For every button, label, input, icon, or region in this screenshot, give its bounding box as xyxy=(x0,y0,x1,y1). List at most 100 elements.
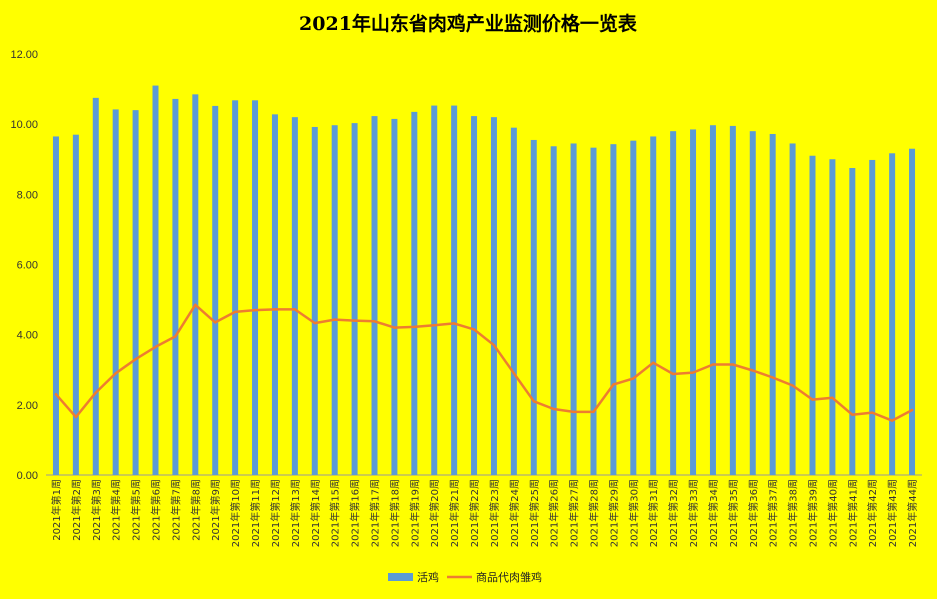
bar xyxy=(729,125,736,475)
line-point xyxy=(771,376,774,379)
bar xyxy=(590,147,597,476)
line-point xyxy=(691,371,695,374)
line-point xyxy=(94,391,97,394)
x-tick-label: 2021年第34周 xyxy=(707,479,720,547)
line-point xyxy=(433,323,436,327)
bar xyxy=(112,109,119,475)
line-point xyxy=(134,358,137,361)
legend-label-bar: 活鸡 xyxy=(417,570,439,584)
x-tick-label: 2021年第21周 xyxy=(448,479,461,547)
line-point xyxy=(194,303,197,307)
bar-series xyxy=(52,85,916,476)
bar xyxy=(490,117,497,476)
bar xyxy=(391,118,398,475)
line-series xyxy=(54,303,914,422)
line-point xyxy=(214,321,217,324)
bar xyxy=(570,143,577,475)
y-tick-label: 6.00 xyxy=(17,260,38,272)
line-point xyxy=(174,335,177,338)
bar xyxy=(52,136,59,475)
x-tick-label: 2021年第41周 xyxy=(846,479,859,547)
bar xyxy=(650,136,657,475)
x-tick-label: 2021年第9周 xyxy=(209,479,222,541)
x-tick-label: 2021年第13周 xyxy=(289,479,302,547)
x-tick-label: 2021年第17周 xyxy=(369,479,382,547)
line-point xyxy=(751,369,754,372)
line-point xyxy=(851,413,854,416)
line-point xyxy=(54,393,58,396)
x-tick-label: 2021年第6周 xyxy=(150,479,163,541)
x-tick-label: 2021年第1周 xyxy=(50,479,63,541)
bar xyxy=(789,143,796,475)
x-tick-label: 2021年第31周 xyxy=(647,479,660,547)
x-tick-label: 2021年第12周 xyxy=(269,479,282,547)
bar xyxy=(172,98,179,475)
bar xyxy=(550,146,557,475)
line-point xyxy=(452,322,456,325)
line-point xyxy=(313,321,316,325)
x-tick-label: 2021年第33周 xyxy=(687,479,700,547)
line-point xyxy=(791,384,794,387)
line-point xyxy=(532,400,535,403)
x-tick-label: 2021年第3周 xyxy=(90,479,103,541)
line-point xyxy=(393,326,396,329)
x-tick-label: 2021年第10周 xyxy=(229,479,242,547)
x-axis-ticks: 2021年第1周 2021年第2周 2021年第3周 2021年第4周 2021年第5周… xyxy=(50,479,919,547)
bar xyxy=(610,144,617,475)
line-point xyxy=(652,361,655,364)
line-point xyxy=(811,398,814,401)
line-point xyxy=(413,325,416,329)
line-point xyxy=(74,415,78,419)
x-tick-label: 2021年第30周 xyxy=(627,479,640,547)
x-tick-label: 2021年第24周 xyxy=(508,479,521,547)
x-tick-label: 2021年第37周 xyxy=(767,479,780,547)
line-point xyxy=(273,308,277,311)
x-tick-label: 2021年第25周 xyxy=(528,479,541,547)
x-tick-label: 2021年第8周 xyxy=(189,479,202,541)
bar xyxy=(690,129,697,475)
y-tick-label: 8.00 xyxy=(17,189,38,201)
bar xyxy=(909,148,916,475)
x-tick-label: 2021年第2周 xyxy=(70,479,83,541)
bar xyxy=(431,105,438,475)
x-tick-label: 2021年第23周 xyxy=(488,479,501,547)
line-point xyxy=(552,407,555,411)
line-point xyxy=(353,319,356,322)
bar xyxy=(709,125,716,475)
bar xyxy=(291,117,298,476)
bar xyxy=(869,159,876,475)
bar xyxy=(72,134,79,476)
bar xyxy=(152,85,159,475)
y-tick-label: 4.00 xyxy=(17,330,38,342)
y-tick-label: 10.00 xyxy=(10,119,38,131)
line-point xyxy=(731,363,735,366)
y-tick-label: 12.00 xyxy=(10,49,38,61)
line-point xyxy=(373,320,376,323)
chart-title: 2021年山东省肉鸡产业监测价格一览表 xyxy=(299,12,638,35)
x-tick-label: 2021年第4周 xyxy=(110,479,123,541)
line-point xyxy=(592,410,595,414)
x-tick-label: 2021年第26周 xyxy=(548,479,561,547)
x-tick-label: 2021年第39周 xyxy=(807,479,820,547)
bar xyxy=(331,125,338,475)
bar xyxy=(371,116,378,475)
bar xyxy=(271,114,278,476)
y-tick-label: 2.00 xyxy=(17,400,38,412)
line-point xyxy=(890,419,894,422)
x-tick-label: 2021年第36周 xyxy=(747,479,760,547)
line-point xyxy=(632,377,635,380)
bar xyxy=(769,133,776,476)
bar xyxy=(411,111,418,475)
legend: 活鸡 商品代肉雏鸡 xyxy=(388,570,542,584)
line-point xyxy=(233,310,237,314)
y-axis-ticks: 0.00 2.00 4.00 6.00 8.00 10.00 12.00 xyxy=(10,49,38,482)
bar xyxy=(889,153,896,475)
bar xyxy=(232,100,239,475)
line-point xyxy=(831,396,834,400)
x-tick-label: 2021年第7周 xyxy=(169,479,182,541)
bar xyxy=(92,97,99,476)
line-point xyxy=(910,408,914,412)
bar xyxy=(192,94,199,476)
x-tick-label: 2021年第44周 xyxy=(906,479,919,547)
